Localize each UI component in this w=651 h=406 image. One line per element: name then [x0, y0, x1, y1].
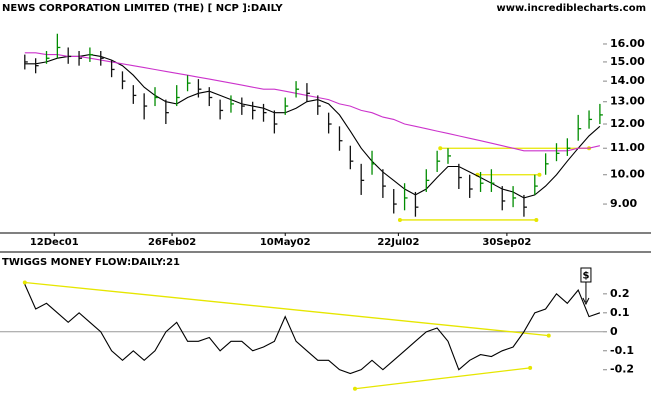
x-tick-label: 22Jul02 — [377, 237, 419, 248]
y-tick-label: 0.1 — [610, 306, 630, 319]
x-tick-label: 30Sep02 — [482, 237, 531, 248]
trendline — [354, 367, 531, 390]
x-tick-label: 10May02 — [260, 237, 311, 248]
y-tick-label: -0.1 — [610, 344, 634, 357]
y-tick-label: -0.2 — [610, 363, 634, 376]
trendline-end — [528, 365, 533, 370]
source: www.incrediblecharts.com — [497, 3, 647, 14]
y-tick-label: 9.00 — [610, 197, 637, 210]
y-tick-label: 14.00 — [610, 74, 645, 87]
x-tick-label: 26Feb02 — [148, 237, 196, 248]
signal-arrowhead — [582, 297, 590, 306]
trendline-end — [438, 146, 443, 151]
x-tick-label: 12Dec01 — [30, 237, 79, 248]
moving-average — [24, 52, 601, 152]
trendline — [24, 281, 549, 337]
chart-title: NEWS CORPORATION LIMITED (THE) [ NCP ]:D… — [2, 3, 283, 14]
signal-label: $ — [582, 271, 589, 282]
trendline-end — [546, 333, 551, 338]
y-tick-label: 0.2 — [610, 287, 630, 300]
trendline-end — [22, 280, 27, 285]
moving-average — [24, 54, 601, 199]
trendline-end — [537, 172, 542, 177]
trendline-end — [534, 217, 539, 222]
y-tick-label: 0 — [610, 325, 618, 338]
trendline-end — [397, 217, 402, 222]
money-flow-line — [24, 284, 601, 375]
indicator-title: TWIGGS MONEY FLOW:DAILY:21 — [2, 257, 180, 268]
y-tick-label: 10.00 — [610, 168, 645, 181]
y-tick-label: 11.00 — [610, 141, 645, 154]
y-tick-label: 12.00 — [610, 117, 645, 130]
trendline-end — [352, 386, 357, 391]
y-tick-label: 13.00 — [610, 95, 645, 108]
y-tick-label: 15.00 — [610, 55, 645, 68]
y-tick-label: 16.00 — [610, 37, 645, 50]
